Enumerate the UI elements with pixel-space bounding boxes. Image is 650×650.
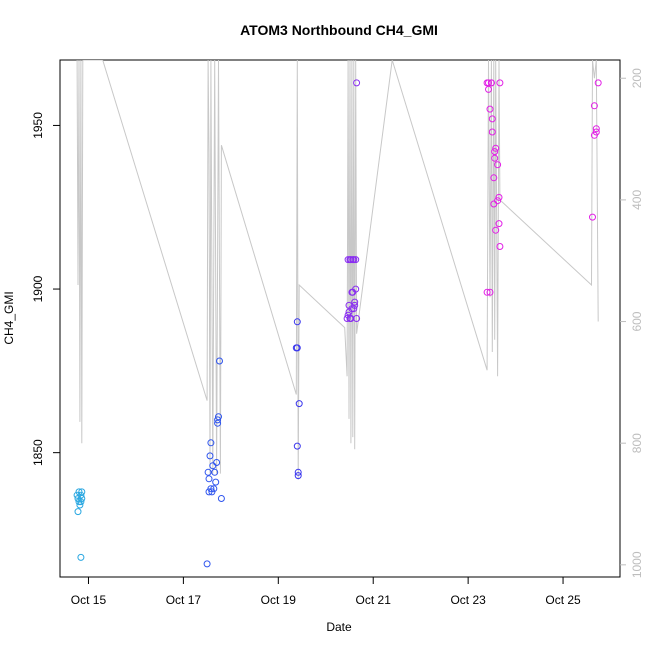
data-point: [346, 256, 354, 264]
data-point: [74, 508, 82, 516]
data-point: [346, 315, 354, 322]
data-point: [590, 102, 598, 110]
data-point: [345, 308, 353, 316]
data-point: [207, 485, 215, 493]
y-axis: 1850 1900 1950: [31, 112, 60, 466]
data-point: [211, 468, 219, 476]
x-tick-label: Oct 21: [356, 593, 392, 607]
x-tick-label: Oct 15: [71, 593, 107, 607]
data-point: [490, 174, 498, 182]
data-point: [488, 115, 496, 123]
data-point: [495, 193, 503, 201]
x-tick-label: Oct 19: [261, 593, 297, 607]
y-tick-label: 1950: [31, 112, 45, 139]
data-point: [491, 148, 499, 156]
data-point: [343, 315, 351, 322]
data-point: [350, 305, 358, 313]
data-point: [492, 226, 500, 234]
data-point: [214, 416, 222, 424]
data-point: [483, 288, 491, 296]
pressure-profile-layer: [76, 60, 599, 480]
right-tick-label: 1000: [630, 551, 644, 578]
data-point: [496, 79, 504, 87]
x-tick-label: Oct 25: [545, 593, 581, 607]
data-point: [77, 553, 85, 561]
data-point: [76, 501, 84, 509]
data-point: [590, 131, 598, 139]
data-point: [353, 79, 361, 87]
y-tick-label: 1900: [31, 275, 45, 302]
right-axis: 200 400 600 800 1000: [620, 68, 644, 578]
data-point: [495, 220, 503, 228]
data-point: [496, 243, 504, 250]
data-point: [589, 213, 596, 221]
data-point: [210, 485, 218, 493]
data-point: [78, 495, 86, 502]
right-tick-label: 600: [630, 311, 644, 331]
data-point: [78, 488, 86, 496]
data-point: [490, 200, 498, 208]
data-point: [485, 79, 492, 87]
x-axis: Oct 15 Oct 17 Oct 19 Oct 21 Oct 23 Oct 25: [71, 576, 581, 607]
data-point: [491, 154, 499, 162]
right-tick-label: 800: [630, 433, 644, 453]
data-point: [349, 256, 357, 264]
data-point: [207, 439, 215, 447]
data-point: [293, 442, 301, 450]
x-axis-label: Date: [326, 620, 352, 634]
data-point: [294, 468, 302, 476]
right-tick-label: 200: [630, 68, 644, 88]
data-point: [352, 285, 360, 293]
points-layer: [73, 79, 602, 568]
data-point: [488, 128, 496, 136]
data-point: [204, 468, 212, 476]
data-point: [212, 478, 220, 486]
data-point: [487, 79, 495, 87]
x-tick-label: Oct 17: [166, 593, 202, 607]
data-point: [215, 413, 222, 421]
data-point: [592, 125, 600, 133]
x-tick-label: Oct 23: [450, 593, 486, 607]
data-point: [206, 452, 214, 460]
data-point: [351, 298, 359, 306]
y-tick-label: 1850: [31, 439, 45, 466]
data-point: [217, 495, 225, 502]
data-point: [294, 472, 302, 480]
data-point: [492, 144, 500, 152]
data-point: [494, 161, 502, 169]
data-point: [293, 344, 301, 352]
data-point: [203, 560, 211, 568]
chart-title: ATOM3 Northbound CH4_GMI: [240, 22, 438, 38]
plot-frame: [59, 59, 621, 578]
data-point: [293, 318, 301, 326]
data-point: [486, 105, 494, 113]
data-point: [213, 459, 221, 466]
data-point: [594, 79, 602, 87]
data-point: [351, 301, 359, 309]
right-tick-label: 400: [630, 190, 644, 210]
data-point: [77, 498, 85, 506]
data-point: [214, 419, 222, 427]
data-point: [295, 400, 303, 408]
y-axis-label: CH4_GMI: [2, 291, 16, 344]
data-point: [205, 475, 213, 483]
pressure-profile-line: [76, 60, 599, 480]
data-point: [486, 288, 494, 296]
data-point: [216, 357, 223, 365]
